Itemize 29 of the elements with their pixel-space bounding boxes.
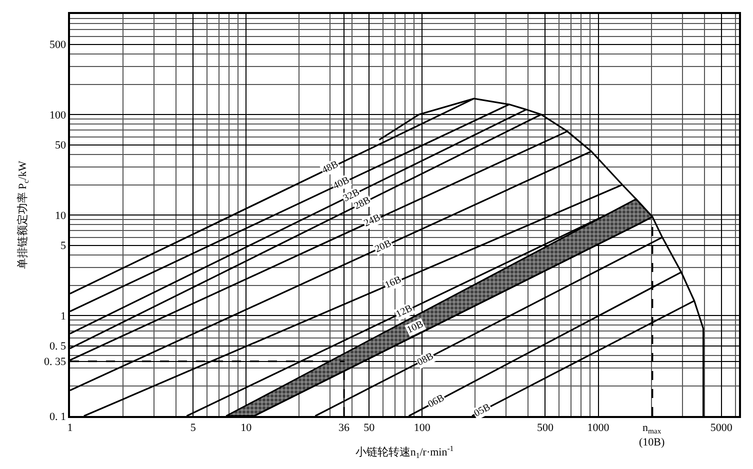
text: 05B — [472, 402, 493, 420]
text: 06B — [426, 392, 447, 410]
y-tick-label: 1 — [60, 310, 66, 322]
x-tick-label: 1000 — [587, 422, 610, 434]
annotation: n$_{max}$ (10B) — [639, 422, 665, 448]
x-tick-label: 36 — [338, 422, 350, 434]
y-tick-label: 100 — [50, 109, 67, 122]
text: 10B — [405, 318, 426, 336]
x-tick-label: 50 — [364, 422, 376, 434]
y-tick-label: 0. 35 — [44, 356, 67, 368]
y-tick-label: 5 — [60, 240, 67, 252]
text: 12B — [394, 302, 415, 320]
text: 40B — [331, 174, 352, 192]
y-tick-label: 0. 1 — [50, 410, 66, 423]
text: 24B — [362, 212, 382, 230]
text: 08B — [416, 350, 436, 368]
x-tick-label: 5000 — [710, 422, 733, 434]
x-tick-label: 100 — [414, 422, 431, 434]
text: 48B — [320, 158, 340, 176]
x-tick-label: 500 — [536, 422, 554, 434]
y-tick-label: 500 — [50, 39, 67, 52]
x-tick-label: 10 — [240, 422, 252, 434]
y-tick-label: 0. 5 — [50, 340, 67, 353]
text: 20B — [373, 238, 394, 256]
y-tick-label: 50 — [55, 140, 67, 152]
text: 16B — [383, 274, 404, 292]
x-tick-label: 5 — [190, 422, 196, 434]
y-tick-label: 10 — [55, 210, 67, 222]
x-axis-title: 小链轮转速n$_{1}$/r·min$^{-1}$ — [355, 444, 454, 460]
